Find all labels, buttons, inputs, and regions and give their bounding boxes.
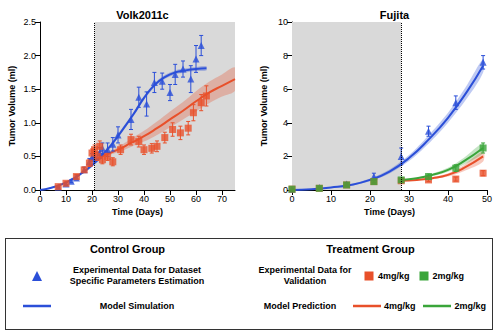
svg-text:30: 30 — [113, 194, 123, 204]
html-text:Model Simulation: Model Simulation — [99, 300, 175, 311]
html-text:2mg/kg: 2mg/kg — [432, 271, 464, 281]
svg-text:8: 8 — [283, 51, 288, 61]
svg-text:60: 60 — [191, 194, 201, 204]
svg-text:6: 6 — [283, 84, 288, 94]
html-text:Experimental Data for Dataset: Experimental Data for Dataset Specific P… — [69, 265, 205, 286]
svg-text:2.5: 2.5 — [23, 17, 36, 27]
svg-text:Time (Days): Time (Days) — [364, 207, 415, 217]
svg-text:0: 0 — [37, 194, 42, 204]
svg-text:2.0: 2.0 — [23, 51, 36, 61]
svg-text:10: 10 — [278, 17, 288, 27]
svg-text:0: 0 — [283, 185, 288, 195]
html-text:4mg/kg: 4mg/kg — [384, 301, 416, 311]
svg-text:30: 30 — [404, 194, 414, 204]
svg-text:0.0: 0.0 — [23, 185, 36, 195]
svg-text:20: 20 — [365, 194, 375, 204]
svg-text:2: 2 — [283, 151, 288, 161]
html-text:2mg/kg: 2mg/kg — [454, 301, 486, 311]
svg-text:50: 50 — [482, 194, 492, 204]
svg-text:50: 50 — [165, 194, 175, 204]
svg-text:10: 10 — [61, 194, 71, 204]
svg-text:Time (Days): Time (Days) — [112, 207, 163, 217]
html-text:Experimental Data for Validati: Experimental Data for Validation — [258, 265, 352, 286]
html-text:4mg/kg: 4mg/kg — [378, 271, 410, 281]
html-text:Control Group: Control Group — [89, 243, 166, 255]
svg-text:1.5: 1.5 — [23, 84, 36, 94]
html-text:Model Prediction: Model Prediction — [263, 300, 337, 311]
svg-text:Fujita: Fujita — [380, 9, 410, 21]
svg-text:Volk2011c: Volk2011c — [116, 9, 168, 21]
svg-text:40: 40 — [443, 194, 453, 204]
svg-text:0.5: 0.5 — [23, 151, 36, 161]
svg-text:70: 70 — [217, 194, 227, 204]
svg-text:0: 0 — [289, 194, 294, 204]
svg-text:Tumor Volume (ml): Tumor Volume (ml) — [7, 66, 17, 147]
svg-text:1.0: 1.0 — [23, 118, 36, 128]
svg-text:Tumor Volume (ml): Tumor Volume (ml) — [259, 66, 269, 147]
svg-text:40: 40 — [139, 194, 149, 204]
svg-text:4: 4 — [283, 118, 288, 128]
svg-text:20: 20 — [87, 194, 97, 204]
html-text:Treatment Group: Treatment Group — [326, 243, 415, 255]
svg-text:10: 10 — [326, 194, 336, 204]
